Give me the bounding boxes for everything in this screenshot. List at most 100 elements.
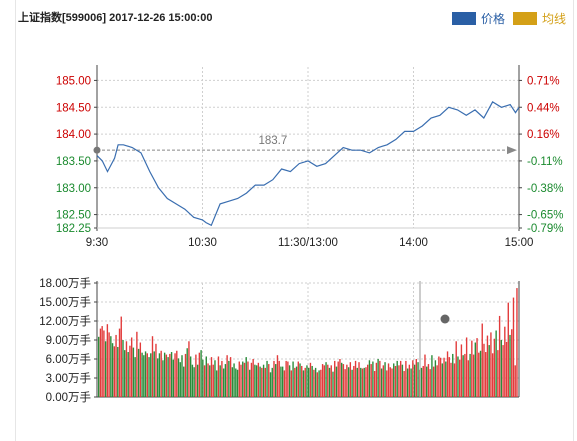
- legend-price-swatch: [452, 12, 476, 25]
- prev-close-arrow: [507, 146, 517, 155]
- price-ticks: 185.00 184.50 184.00 183.50 183.00 182.50182.…: [56, 75, 564, 249]
- prev-close-label: 183.7: [258, 135, 287, 147]
- volume-bar: [486, 335, 489, 397]
- volume-bar: [202, 359, 204, 397]
- price-line-group: [96, 101, 520, 227]
- volume-bar: [158, 353, 161, 397]
- volume-bar: [295, 366, 298, 397]
- volume-bar: [361, 368, 364, 397]
- volume-bar: [110, 336, 112, 397]
- volume-bar: [304, 367, 306, 397]
- volume-bar: [210, 357, 213, 397]
- price-line: [96, 101, 520, 227]
- volume-bar: [261, 367, 263, 397]
- price-left-tick: 184.00: [56, 129, 91, 141]
- price-right-tick: -0.11%: [527, 156, 563, 168]
- legend-price[interactable]: 价格: [452, 10, 505, 27]
- volume-bar: [505, 341, 508, 397]
- volume-bar: [462, 355, 464, 397]
- volume-bar: [243, 362, 246, 397]
- volume-bar: [498, 315, 501, 397]
- volume-bar: [132, 347, 135, 397]
- volume-bar: [464, 353, 466, 397]
- volume-bar: [294, 367, 296, 397]
- volume-bar: [255, 365, 258, 397]
- volume-bar: [377, 359, 379, 397]
- volume-bar: [441, 363, 444, 397]
- volume-bar: [172, 359, 175, 397]
- volume-bar: [292, 361, 294, 397]
- volume-bar: [316, 372, 319, 397]
- volume-bar: [431, 355, 433, 397]
- volume-bar: [354, 360, 357, 397]
- volume-bar: [302, 370, 305, 397]
- price-left-tick: 183.00: [56, 183, 91, 195]
- volume-bar: [219, 365, 221, 397]
- price-right-tick: 0.44%: [527, 102, 560, 114]
- volume-tick: 0.00万手: [46, 390, 91, 404]
- volume-bar: [340, 362, 343, 397]
- volume-bar: [393, 363, 395, 397]
- volume-bar: [370, 364, 372, 397]
- volume-bar: [111, 343, 114, 397]
- volume-tick: 15.00万手: [39, 295, 91, 309]
- volume-bar: [285, 360, 287, 397]
- volume-bar: [139, 342, 142, 397]
- volume-bar: [233, 363, 235, 397]
- volume-bar: [332, 371, 334, 397]
- volume-bar: [203, 365, 206, 397]
- volume-bar: [288, 365, 291, 397]
- volume-bar: [299, 363, 301, 397]
- volume-bar: [266, 360, 268, 397]
- volume-bar: [177, 358, 180, 397]
- volume-bar: [146, 353, 148, 397]
- volume-bar: [169, 353, 171, 397]
- volume-bar: [308, 367, 310, 397]
- price-right-tick: 0.71%: [527, 75, 560, 87]
- volume-bar: [221, 360, 223, 397]
- volume-bar: [101, 326, 103, 397]
- volume-bar: [342, 364, 345, 397]
- volume-bar: [163, 352, 166, 397]
- prev-close-dot: [93, 146, 101, 154]
- volume-bar: [358, 362, 360, 397]
- volume-bar: [504, 326, 506, 397]
- volume-bar: [443, 357, 445, 397]
- volume-bar: [394, 365, 397, 397]
- volume-bar: [424, 354, 426, 397]
- volume-bar: [507, 302, 509, 397]
- volume-bar: [176, 350, 178, 397]
- volume-bar: [268, 364, 270, 397]
- volume-bar: [228, 360, 230, 397]
- volume-bar: [478, 352, 480, 397]
- volume-bar: [334, 360, 336, 397]
- volume-bar: [314, 367, 317, 397]
- volume-tick: 3.00万手: [46, 371, 91, 385]
- volume-bar: [399, 360, 402, 397]
- volume-bar: [339, 359, 341, 397]
- volume-bar: [188, 341, 190, 397]
- volume-bar: [335, 366, 338, 397]
- volume-bar: [458, 359, 461, 397]
- volume-bar: [325, 362, 327, 397]
- volume-bar: [196, 364, 199, 397]
- volume-bar: [259, 366, 261, 397]
- volume-bar: [455, 341, 457, 397]
- volume-bar: [347, 367, 350, 397]
- volume-bar: [144, 351, 147, 397]
- volume-bar: [254, 364, 256, 397]
- volume-bar: [141, 352, 143, 397]
- volume-bar: [328, 367, 331, 397]
- volume-bar: [457, 356, 459, 397]
- volume-bars: [98, 281, 518, 397]
- volume-bar: [137, 348, 140, 397]
- volume-bar: [384, 362, 386, 397]
- volume-bar: [368, 360, 371, 397]
- volume-bar: [313, 369, 315, 397]
- volume-bar: [415, 359, 417, 397]
- volume-bar: [408, 364, 411, 397]
- volume-bar: [386, 370, 388, 397]
- legend-avg[interactable]: 均线: [513, 10, 566, 27]
- volume-bar: [365, 367, 367, 397]
- volume-bar: [445, 361, 447, 397]
